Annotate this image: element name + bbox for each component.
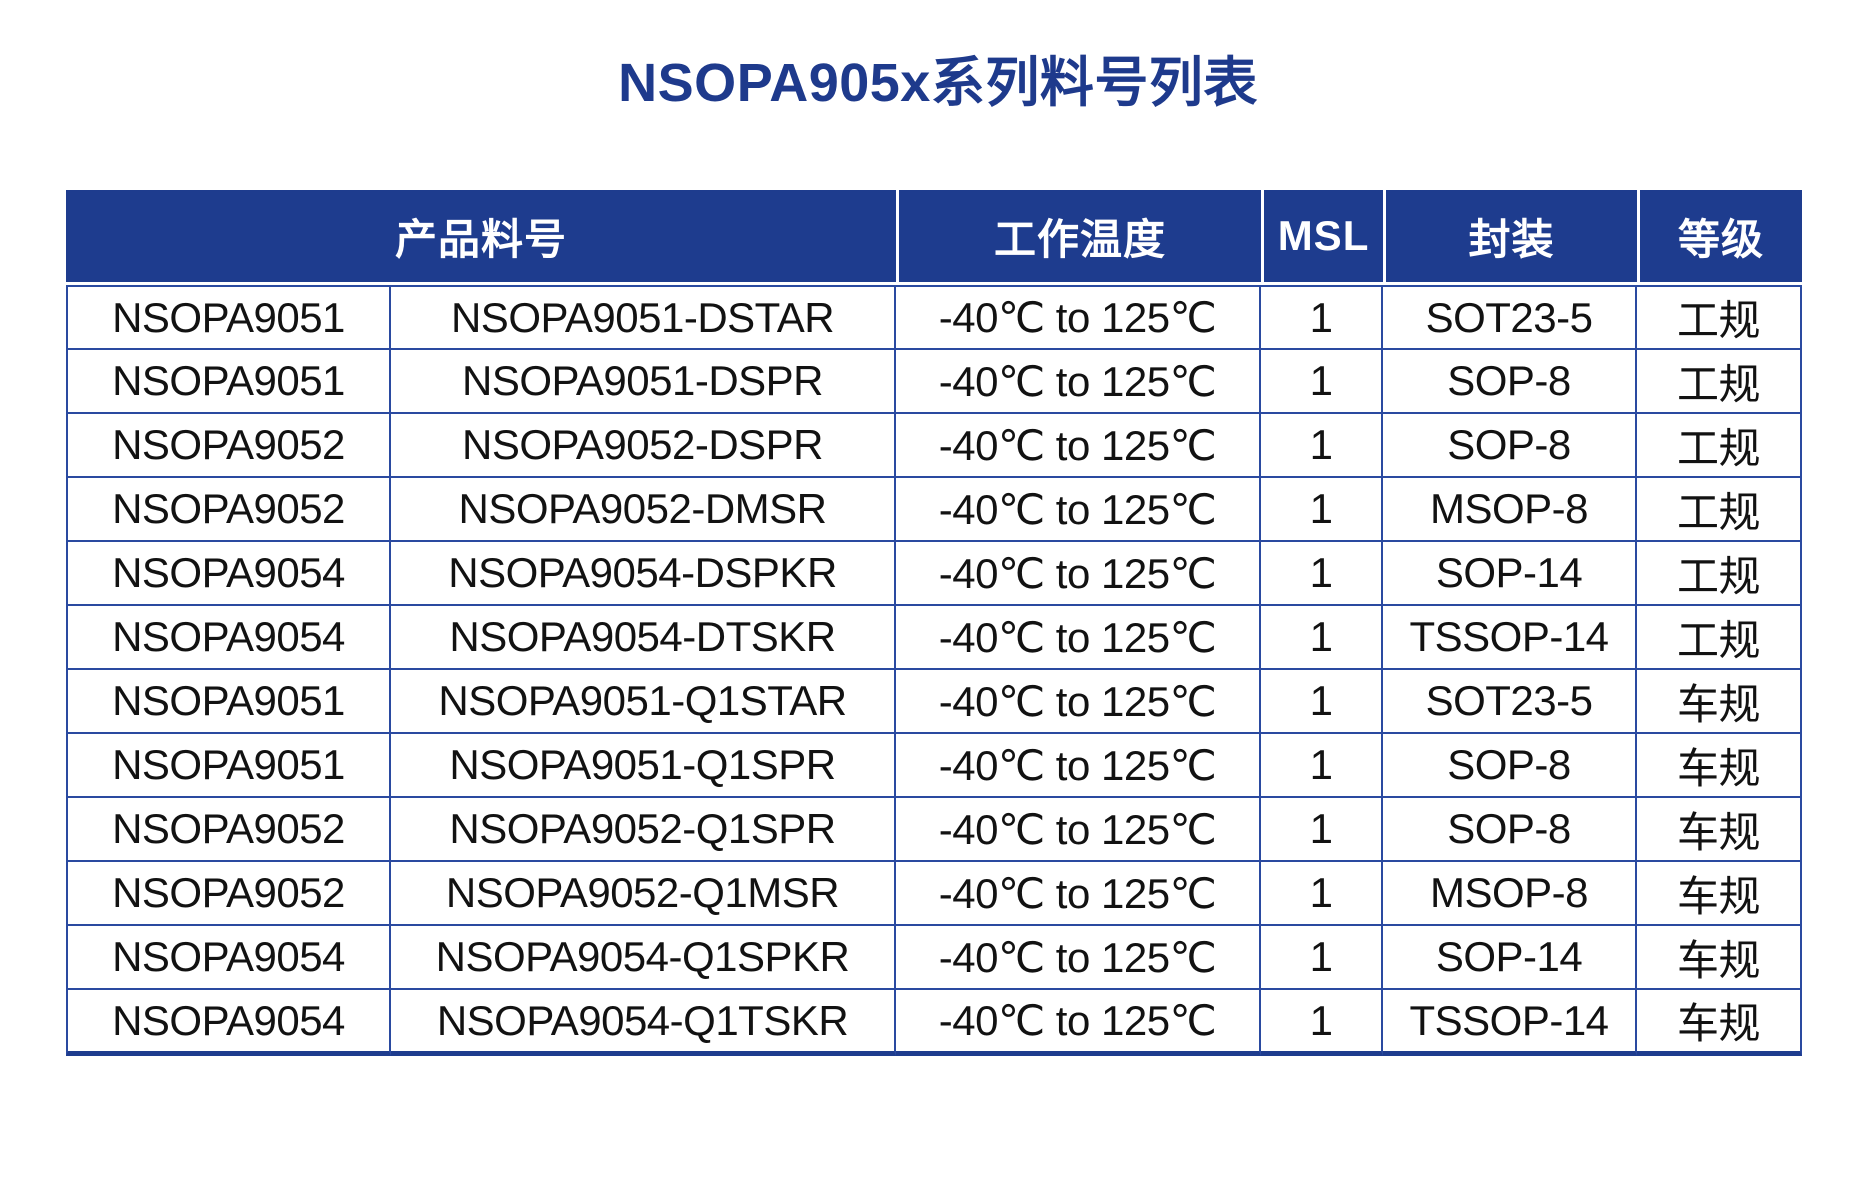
cell-series: NSOPA9051	[66, 670, 391, 734]
cell-package: TSSOP-14	[1383, 606, 1638, 670]
cell-series: NSOPA9052	[66, 414, 391, 478]
cell-part-number: NSOPA9052-DMSR	[391, 478, 897, 542]
cell-grade: 工规	[1637, 542, 1803, 606]
table-row: NSOPA9051 NSOPA9051-Q1STAR -40℃ to 125℃ …	[66, 670, 1803, 734]
header-temperature: 工作温度	[896, 190, 1262, 285]
cell-part-number: NSOPA9051-Q1STAR	[391, 670, 897, 734]
cell-msl: 1	[1261, 990, 1384, 1056]
cell-package: SOT23-5	[1383, 670, 1638, 734]
cell-temperature: -40℃ to 125℃	[896, 798, 1262, 862]
cell-package: TSSOP-14	[1383, 990, 1638, 1056]
cell-grade: 工规	[1637, 478, 1803, 542]
cell-part-number: NSOPA9052-DSPR	[391, 414, 897, 478]
table-row: NSOPA9054 NSOPA9054-DSPKR -40℃ to 125℃ 1…	[66, 542, 1803, 606]
cell-series: NSOPA9051	[66, 285, 391, 350]
cell-msl: 1	[1261, 798, 1384, 862]
table-row: NSOPA9052 NSOPA9052-DSPR -40℃ to 125℃ 1 …	[66, 414, 1803, 478]
header-row: 产品料号 工作温度 MSL 封装 等级	[66, 190, 1803, 285]
cell-grade: 车规	[1637, 926, 1803, 990]
cell-series: NSOPA9052	[66, 862, 391, 926]
cell-series: NSOPA9052	[66, 798, 391, 862]
cell-temperature: -40℃ to 125℃	[896, 990, 1262, 1056]
cell-msl: 1	[1261, 606, 1384, 670]
cell-package: MSOP-8	[1383, 478, 1638, 542]
cell-package: MSOP-8	[1383, 862, 1638, 926]
cell-series: NSOPA9052	[66, 478, 391, 542]
cell-msl: 1	[1261, 350, 1384, 414]
cell-temperature: -40℃ to 125℃	[896, 478, 1262, 542]
cell-part-number: NSOPA9054-Q1TSKR	[391, 990, 897, 1056]
parts-table: 产品料号 工作温度 MSL 封装 等级 NSOPA9051 NSOPA9051-…	[66, 190, 1803, 1056]
cell-msl: 1	[1261, 542, 1384, 606]
header-grade: 等级	[1637, 190, 1803, 285]
cell-package: SOP-8	[1383, 414, 1638, 478]
cell-part-number: NSOPA9052-Q1SPR	[391, 798, 897, 862]
cell-package: SOP-8	[1383, 734, 1638, 798]
table-row: NSOPA9051 NSOPA9051-DSTAR -40℃ to 125℃ 1…	[66, 285, 1803, 350]
cell-package: SOP-14	[1383, 926, 1638, 990]
cell-grade: 工规	[1637, 285, 1803, 350]
table-row: NSOPA9054 NSOPA9054-Q1TSKR -40℃ to 125℃ …	[66, 990, 1803, 1056]
cell-part-number: NSOPA9052-Q1MSR	[391, 862, 897, 926]
table-body: NSOPA9051 NSOPA9051-DSTAR -40℃ to 125℃ 1…	[66, 285, 1803, 1056]
table-row: NSOPA9051 NSOPA9051-Q1SPR -40℃ to 125℃ 1…	[66, 734, 1803, 798]
cell-msl: 1	[1261, 862, 1384, 926]
cell-grade: 车规	[1637, 670, 1803, 734]
cell-part-number: NSOPA9054-Q1SPKR	[391, 926, 897, 990]
cell-temperature: -40℃ to 125℃	[896, 285, 1262, 350]
cell-package: SOP-14	[1383, 542, 1638, 606]
cell-grade: 工规	[1637, 350, 1803, 414]
cell-grade: 车规	[1637, 990, 1803, 1056]
cell-series: NSOPA9054	[66, 606, 391, 670]
cell-msl: 1	[1261, 478, 1384, 542]
table-row: NSOPA9054 NSOPA9054-DTSKR -40℃ to 125℃ 1…	[66, 606, 1803, 670]
cell-package: SOP-8	[1383, 350, 1638, 414]
cell-grade: 车规	[1637, 798, 1803, 862]
cell-msl: 1	[1261, 734, 1384, 798]
table-row: NSOPA9052 NSOPA9052-Q1SPR -40℃ to 125℃ 1…	[66, 798, 1803, 862]
cell-msl: 1	[1261, 926, 1384, 990]
cell-grade: 车规	[1637, 734, 1803, 798]
cell-temperature: -40℃ to 125℃	[896, 542, 1262, 606]
cell-grade: 工规	[1637, 606, 1803, 670]
cell-temperature: -40℃ to 125℃	[896, 734, 1262, 798]
cell-part-number: NSOPA9051-DSPR	[391, 350, 897, 414]
cell-series: NSOPA9054	[66, 926, 391, 990]
cell-temperature: -40℃ to 125℃	[896, 350, 1262, 414]
cell-temperature: -40℃ to 125℃	[896, 606, 1262, 670]
cell-msl: 1	[1261, 414, 1384, 478]
cell-part-number: NSOPA9051-DSTAR	[391, 285, 897, 350]
table-row: NSOPA9054 NSOPA9054-Q1SPKR -40℃ to 125℃ …	[66, 926, 1803, 990]
cell-grade: 车规	[1637, 862, 1803, 926]
cell-temperature: -40℃ to 125℃	[896, 926, 1262, 990]
cell-temperature: -40℃ to 125℃	[896, 862, 1262, 926]
cell-msl: 1	[1261, 285, 1384, 350]
header-part-number: 产品料号	[66, 190, 897, 285]
cell-msl: 1	[1261, 670, 1384, 734]
header-package: 封装	[1383, 190, 1638, 285]
cell-package: SOP-8	[1383, 798, 1638, 862]
page-title: NSOPA905x系列料号列表	[618, 53, 1258, 113]
header-msl: MSL	[1261, 190, 1384, 285]
cell-series: NSOPA9051	[66, 734, 391, 798]
cell-part-number: NSOPA9054-DTSKR	[391, 606, 897, 670]
cell-temperature: -40℃ to 125℃	[896, 670, 1262, 734]
cell-grade: 工规	[1637, 414, 1803, 478]
cell-part-number: NSOPA9054-DSPKR	[391, 542, 897, 606]
cell-series: NSOPA9054	[66, 990, 391, 1056]
table-row: NSOPA9052 NSOPA9052-DMSR -40℃ to 125℃ 1 …	[66, 478, 1803, 542]
cell-series: NSOPA9051	[66, 350, 391, 414]
cell-series: NSOPA9054	[66, 542, 391, 606]
cell-temperature: -40℃ to 125℃	[896, 414, 1262, 478]
cell-part-number: NSOPA9051-Q1SPR	[391, 734, 897, 798]
table-row: NSOPA9052 NSOPA9052-Q1MSR -40℃ to 125℃ 1…	[66, 862, 1803, 926]
cell-package: SOT23-5	[1383, 285, 1638, 350]
table-row: NSOPA9051 NSOPA9051-DSPR -40℃ to 125℃ 1 …	[66, 350, 1803, 414]
